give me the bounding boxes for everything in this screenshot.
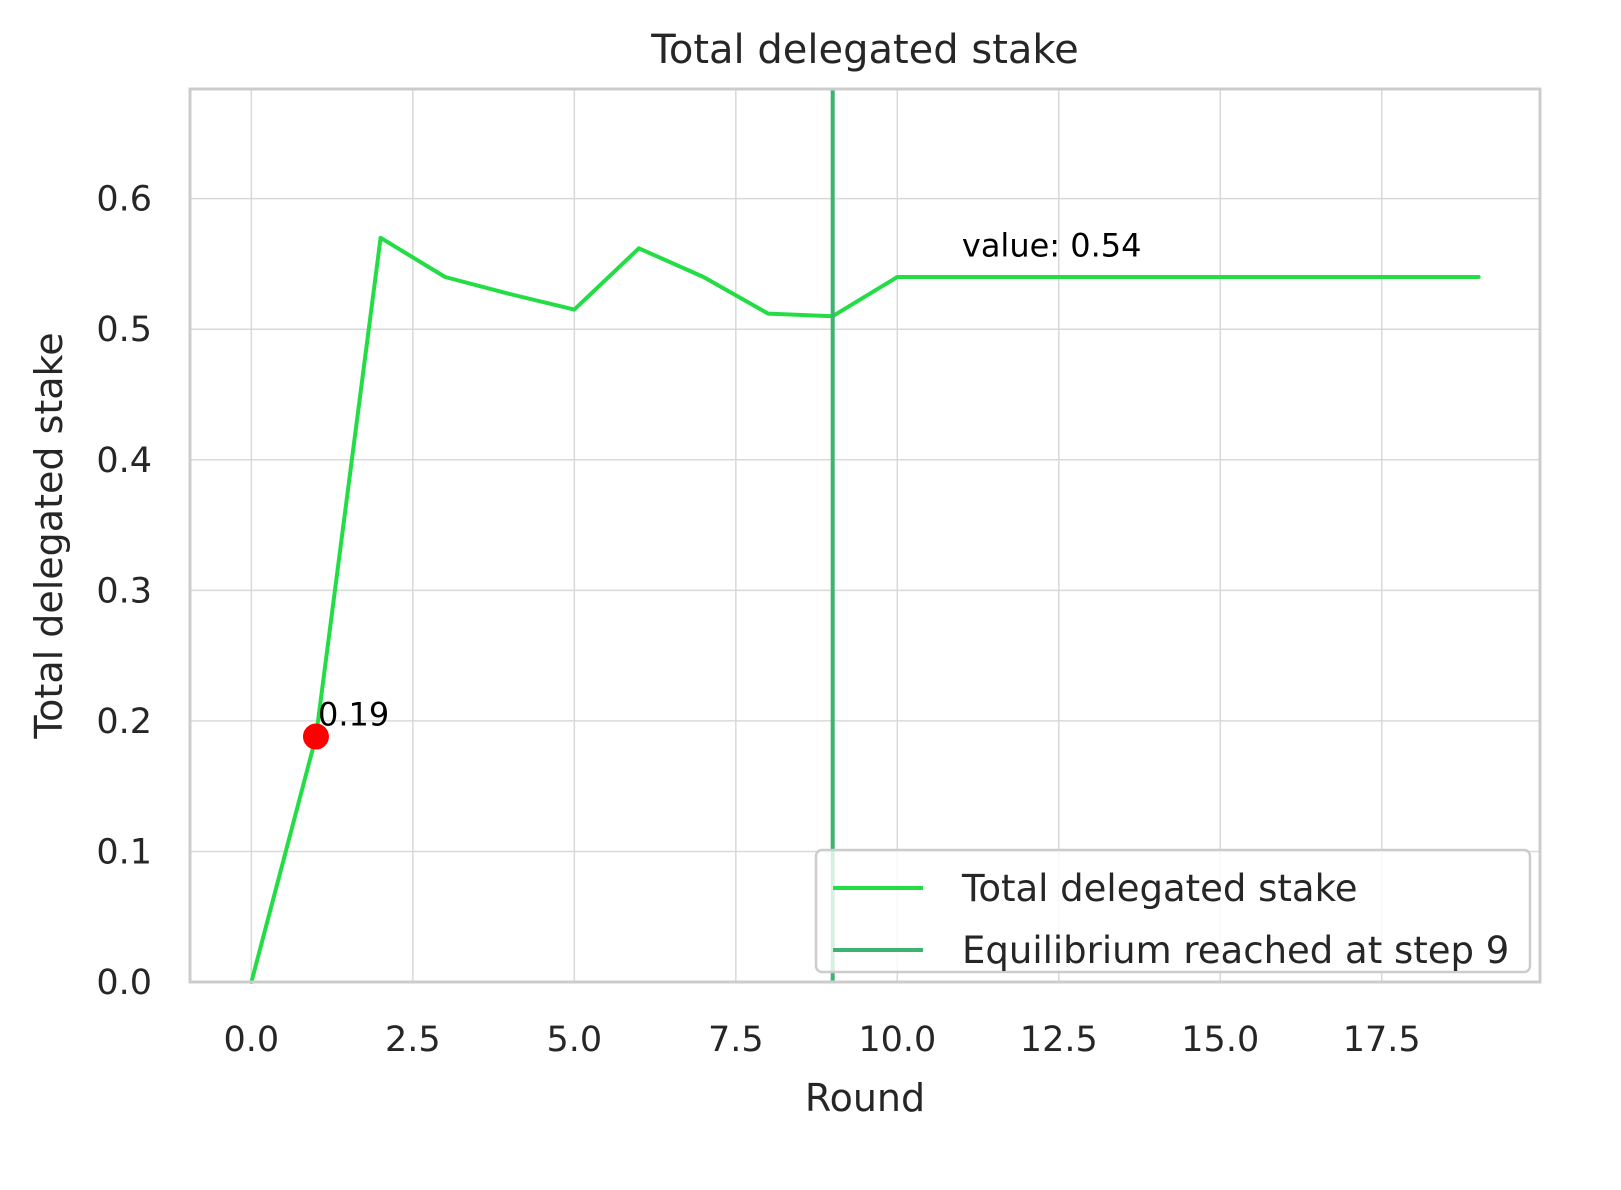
x-tick-label-0: 0.0 xyxy=(224,1020,280,1060)
y-tick-label-0: 0.0 xyxy=(96,963,152,1003)
legend-label-equilibrium: Equilibrium reached at step 9 xyxy=(962,929,1509,972)
plot-frame xyxy=(188,87,1542,984)
x-tick-label-4: 10.0 xyxy=(858,1020,936,1060)
x-tick-label-3: 7.5 xyxy=(708,1020,764,1060)
y-tick-label-1: 0.1 xyxy=(96,832,152,872)
series-line-0 xyxy=(249,235,1481,984)
y-tick-label-5: 0.5 xyxy=(96,310,152,350)
legend-box xyxy=(814,848,1532,974)
y-tick-label-6: 0.6 xyxy=(96,180,152,220)
point-annotation-0: 0.19 xyxy=(318,696,389,734)
chart-title: Total delegated stake xyxy=(650,27,1079,73)
plot-border xyxy=(188,87,1542,984)
x-tick-label-7: 17.5 xyxy=(1343,1020,1421,1060)
legend-label-total-delegated-stake: Total delegated stake xyxy=(961,867,1357,910)
series-layer xyxy=(249,89,1481,984)
x-tick-label-6: 15.0 xyxy=(1181,1020,1259,1060)
y-tick-label-2: 0.2 xyxy=(96,702,152,742)
y-tick-label-4: 0.4 xyxy=(96,441,152,481)
grid-lines xyxy=(190,89,1540,983)
value-annotation-0: value: 0.54 xyxy=(962,226,1142,264)
tick-labels: 0.0 2.5 5.0 7.5 10.0 12.5 15.0 17.5 0.0 0.1 0.2 0.3… xyxy=(96,180,1420,1060)
x-axis-title: Round xyxy=(805,1076,925,1120)
x-tick-label-1: 2.5 xyxy=(385,1020,441,1060)
x-tick-label-5: 12.5 xyxy=(1020,1020,1098,1060)
x-tick-label-2: 5.0 xyxy=(546,1020,602,1060)
y-tick-label-3: 0.3 xyxy=(96,571,152,611)
highlight-point-0 xyxy=(302,723,329,750)
annotations: 0.19 value: 0.54 xyxy=(318,226,1142,733)
y-axis-title: Total delegated stake xyxy=(27,332,71,739)
legend: Total delegated stake Equilibrium reache… xyxy=(814,848,1532,974)
